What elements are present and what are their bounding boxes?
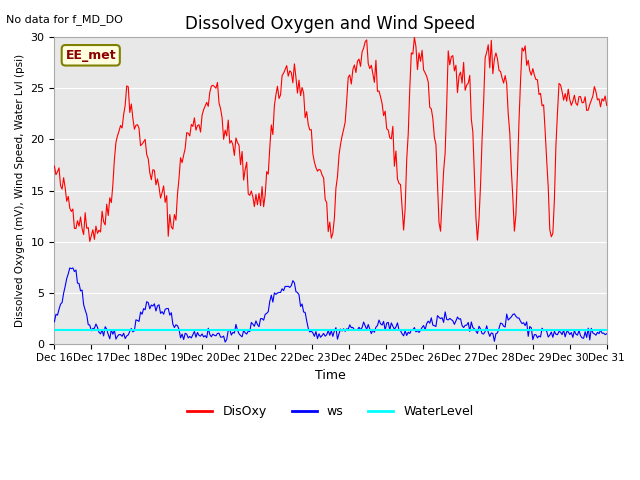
Y-axis label: Dissolved Oxygen (mV), Wind Speed, Water Lvl (psi): Dissolved Oxygen (mV), Wind Speed, Water… [15, 54, 25, 327]
X-axis label: Time: Time [315, 369, 346, 382]
Text: No data for f_MD_DO: No data for f_MD_DO [6, 14, 124, 25]
Legend: DisOxy, ws, WaterLevel: DisOxy, ws, WaterLevel [182, 400, 479, 423]
Text: EE_met: EE_met [65, 49, 116, 62]
Title: Dissolved Oxygen and Wind Speed: Dissolved Oxygen and Wind Speed [186, 15, 476, 33]
